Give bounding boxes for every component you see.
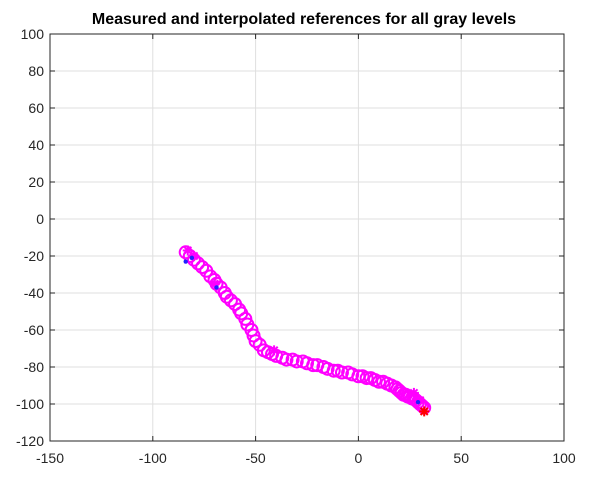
y-tick-label: 20 bbox=[28, 174, 44, 190]
y-tick-label: -20 bbox=[24, 248, 44, 264]
y-tick-label: 80 bbox=[28, 63, 44, 79]
y-tick-label: 60 bbox=[28, 100, 44, 116]
data-point-circle bbox=[289, 354, 304, 369]
y-tick-label: -80 bbox=[24, 359, 44, 375]
x-tick-label: -100 bbox=[139, 450, 167, 466]
data-point-star bbox=[419, 406, 430, 417]
data-point-dot bbox=[189, 255, 195, 261]
y-tick-label: -40 bbox=[24, 285, 44, 301]
data-point-circle bbox=[334, 365, 349, 380]
x-tick-label: 100 bbox=[552, 450, 576, 466]
data-point-circle bbox=[279, 352, 294, 367]
data-point-circle bbox=[195, 260, 210, 275]
data-points bbox=[178, 245, 432, 417]
tick-labels: -150 -100 -50 0 50 100 -120 -100 -80 -60 -40 -20 0 20… bbox=[16, 26, 576, 466]
y-tick-label: -120 bbox=[16, 433, 44, 449]
y-tick-label: -60 bbox=[24, 322, 44, 338]
axes-box bbox=[49, 33, 565, 442]
x-tick-label: 0 bbox=[355, 450, 363, 466]
y-tick-label: 100 bbox=[21, 26, 45, 42]
chart-title: Measured and interpolated references for… bbox=[92, 11, 516, 28]
data-point-circle bbox=[191, 256, 206, 271]
plot-area bbox=[50, 34, 564, 441]
data-point-dot bbox=[214, 285, 219, 290]
data-point-circle bbox=[345, 367, 360, 382]
data-point-circle bbox=[371, 374, 386, 389]
y-tick-label: -100 bbox=[16, 396, 44, 412]
tick-marks bbox=[49, 33, 565, 442]
data-point-circle bbox=[326, 363, 341, 378]
data-point-circle bbox=[359, 371, 374, 386]
data-point-circle bbox=[223, 293, 238, 308]
data-point-circle bbox=[178, 245, 193, 260]
data-point-circle bbox=[300, 356, 314, 371]
data-point-star bbox=[269, 345, 280, 356]
data-point-circle bbox=[219, 289, 234, 304]
data-point-star bbox=[408, 387, 419, 398]
x-tick-label: 50 bbox=[453, 450, 469, 466]
data-point-circle bbox=[248, 334, 263, 349]
data-point-circle bbox=[320, 361, 335, 376]
y-tick-label: 40 bbox=[28, 137, 44, 153]
x-tick-label: -150 bbox=[36, 450, 64, 466]
y-tick-label: 0 bbox=[36, 211, 44, 227]
data-point-dot bbox=[415, 399, 421, 405]
x-tick-label: -50 bbox=[245, 450, 265, 466]
data-point-circle bbox=[306, 358, 321, 373]
data-point-dot bbox=[183, 259, 188, 264]
